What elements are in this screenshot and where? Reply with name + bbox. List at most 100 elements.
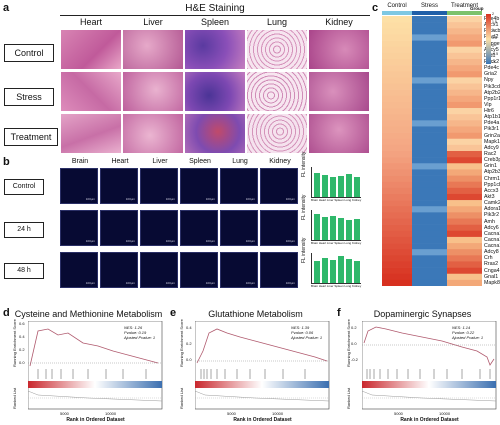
fl-img: 100μm bbox=[100, 252, 138, 288]
fl-chart-48h: FL intensity Brain Heart Liver Spleen Lu… bbox=[301, 238, 363, 291]
he-control-lung bbox=[246, 29, 308, 70]
heatmap-cell bbox=[447, 163, 482, 170]
fl-bar bbox=[330, 216, 336, 240]
gsea-f-stats: NES: 1.14 Pvalue: 0.22 Ajusted Pvalue: 1 bbox=[452, 325, 484, 340]
heatmap-cell bbox=[447, 34, 482, 41]
he-stress-heart bbox=[60, 71, 122, 112]
fluorescence-grid: 100μm 100μm 100μm 100μm 100μm 100μm 100μ… bbox=[60, 168, 305, 293]
group-bar-control bbox=[382, 11, 412, 15]
panel-a-label: a bbox=[3, 2, 10, 14]
fl-img: 100μm bbox=[140, 210, 178, 246]
gsea-e-xlabel: Rank in Ordered Dataset bbox=[233, 417, 292, 423]
heatmap-cell bbox=[412, 108, 447, 115]
heatmap-cell bbox=[382, 22, 412, 29]
gsea-f-xlabel: Rank in Ordered Dataset bbox=[400, 417, 459, 423]
gsea-e-xtick: 5000 bbox=[227, 411, 236, 416]
heatmap-cell bbox=[382, 175, 412, 182]
heatmap-cell bbox=[412, 58, 447, 66]
heatmap-cell bbox=[382, 28, 412, 35]
gene-label: Rock2 bbox=[484, 58, 500, 65]
col-kidney: Kidney bbox=[325, 17, 353, 27]
heatmap-cell bbox=[447, 28, 482, 35]
fl-chart-axis bbox=[311, 197, 361, 198]
heatmap-cell bbox=[412, 243, 447, 250]
hm-group-stress: Stress bbox=[420, 3, 438, 9]
gene-label: Ppp1r12a bbox=[484, 95, 500, 102]
fl-img: 100μm bbox=[140, 168, 178, 204]
heatmap-cell bbox=[382, 273, 412, 281]
he-stress-liver bbox=[122, 71, 184, 112]
enrichment-curve bbox=[29, 328, 159, 367]
heatmap-cell bbox=[382, 120, 412, 127]
heatmap-cell bbox=[447, 71, 482, 78]
heatmap-cell bbox=[382, 46, 412, 54]
fl-bar bbox=[354, 219, 360, 240]
heatmap-cell bbox=[447, 52, 482, 60]
heatmap-cell bbox=[412, 46, 447, 54]
fl-img: 100μm bbox=[60, 210, 98, 246]
heatmap-cell bbox=[412, 77, 447, 84]
heatmap-cell bbox=[447, 279, 482, 286]
fl-chart-categories: Brain Heart Liver Spleen Lung Kidney bbox=[311, 241, 362, 245]
gene-label: Akt3 bbox=[484, 193, 495, 200]
heatmap-cell bbox=[382, 236, 412, 244]
fl-bar bbox=[322, 175, 328, 197]
heatmap-cell bbox=[412, 83, 447, 90]
heatmap-cell bbox=[382, 40, 412, 47]
fl-img: 100μm bbox=[180, 252, 218, 288]
heatmap-cell bbox=[447, 187, 482, 195]
heatmap-cell bbox=[412, 65, 447, 72]
gsea-e-title: Glutathione Metabolism bbox=[208, 309, 303, 319]
gene-label: Adcy8 bbox=[484, 249, 499, 256]
heatmap-cell bbox=[382, 58, 412, 66]
fl-row-24h: 24 h bbox=[4, 222, 44, 238]
heatmap-cell bbox=[382, 114, 412, 121]
heatmap-cell bbox=[447, 132, 482, 140]
fl-bar bbox=[354, 177, 360, 197]
heatmap-cell bbox=[447, 144, 482, 152]
heatmap-cell bbox=[412, 144, 447, 152]
gene-label: Fxyd2 bbox=[484, 34, 499, 41]
heatmap-cell bbox=[412, 212, 447, 219]
heatmap-cell bbox=[412, 95, 447, 103]
heatmap-cell bbox=[447, 157, 482, 164]
heatmap-group-headers: Control Stress Treatment bbox=[382, 3, 482, 13]
gsea-e-ylabel2: Ranked List bbox=[179, 387, 184, 409]
gsea-e-yticks: 0.4 0.2 0.0 bbox=[186, 325, 192, 362]
heatmap-cell bbox=[382, 230, 412, 238]
heatmap-cell bbox=[382, 249, 412, 256]
heatmap-cell bbox=[412, 89, 447, 97]
heatmap-cell bbox=[382, 200, 412, 207]
panel-f-label: f bbox=[337, 307, 341, 319]
he-stress-lung bbox=[246, 71, 308, 112]
gene-label: Adcy5 bbox=[484, 46, 499, 53]
heatmap-cell bbox=[447, 175, 482, 182]
heatmap-cell bbox=[412, 261, 447, 268]
gsea-f-title: Dopaminergic Synapses bbox=[373, 309, 472, 319]
gene-label: Adcy6 bbox=[484, 224, 499, 231]
gene-label: Cacna1d bbox=[484, 230, 500, 237]
heatmap-cell bbox=[412, 71, 447, 78]
heatmap-cell bbox=[447, 218, 482, 225]
heatmap-cell bbox=[382, 95, 412, 103]
gene-label: Chrm1 bbox=[484, 175, 500, 182]
he-control-kidney bbox=[308, 29, 370, 70]
fl-bar bbox=[346, 174, 352, 197]
gene-label: Rapgef4 bbox=[484, 40, 500, 47]
he-control-spleen bbox=[184, 29, 246, 70]
heatmap-cell bbox=[382, 169, 412, 176]
heatmap-cell bbox=[382, 279, 412, 286]
heatmap-cell bbox=[447, 138, 482, 146]
fl-row-control: Control bbox=[4, 179, 44, 195]
he-control-liver bbox=[122, 29, 184, 70]
gene-label: Ppp1cb bbox=[484, 181, 500, 188]
heatmap-cell bbox=[412, 181, 447, 189]
gsea-panel-f: f Dopaminergic Synapses Running Enrichme… bbox=[334, 297, 500, 425]
heatmap-cell bbox=[412, 132, 447, 140]
enrichment-curve bbox=[363, 326, 495, 366]
heatmap-cell bbox=[382, 144, 412, 152]
panel-a-column-headers: Heart Liver Spleen Lung Kidney bbox=[60, 17, 370, 29]
fl-bar bbox=[314, 173, 320, 197]
panel-a-title: H&E Staining bbox=[185, 3, 245, 14]
gene-label: Pde4b bbox=[484, 16, 500, 22]
